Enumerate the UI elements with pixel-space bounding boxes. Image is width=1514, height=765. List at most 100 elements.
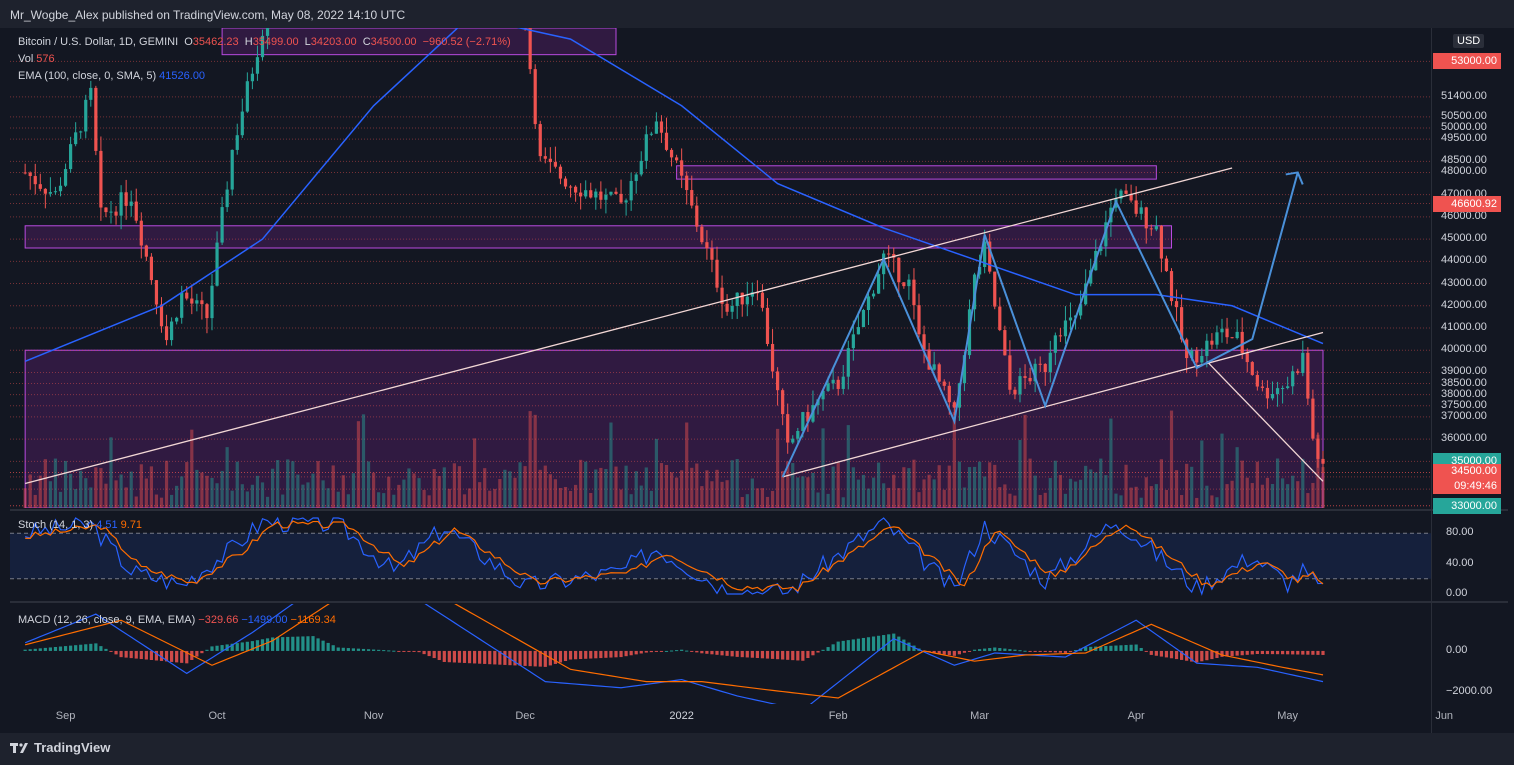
price-axis[interactable]	[1431, 28, 1509, 733]
candle-body	[215, 242, 219, 286]
volume-bar	[1230, 480, 1234, 508]
macd-hist-bar	[644, 650, 648, 653]
volume-bar	[139, 464, 143, 508]
candle-body	[1058, 335, 1062, 337]
volume-bar	[1215, 497, 1219, 508]
volume-bar	[680, 470, 684, 508]
macd-hist-bar	[1245, 650, 1249, 655]
volume-bar	[629, 494, 633, 508]
volume-bar	[1104, 475, 1108, 508]
volume-bar	[1240, 460, 1244, 508]
volume-bar	[38, 475, 42, 508]
macd-hist-bar	[523, 650, 527, 666]
macd-hist-bar	[786, 650, 790, 660]
volume-bar	[276, 460, 280, 508]
macd-hist-bar	[1265, 650, 1270, 655]
macd-hist-bar	[720, 650, 724, 656]
volume-bar	[377, 492, 381, 508]
macd-hist-bar	[99, 646, 103, 651]
volume-bar	[1180, 495, 1184, 508]
volume-bar	[1114, 493, 1118, 508]
low-value: 34203.00	[310, 36, 357, 48]
macd-hist-bar	[1180, 650, 1184, 660]
macd-hist-bar	[912, 645, 916, 651]
macd-hist-bar	[250, 641, 254, 651]
candle-body	[139, 220, 143, 246]
macd-hist-bar	[1124, 645, 1128, 651]
candle-body	[89, 87, 93, 100]
volume-bar	[1306, 493, 1310, 508]
macd-hist-bar	[286, 636, 290, 651]
macd-hist-bar	[1033, 650, 1037, 652]
macd-hist-bar	[654, 650, 658, 652]
macd-hist-bar	[558, 650, 563, 663]
candle-body	[1311, 398, 1315, 439]
volume-bar	[619, 489, 623, 508]
macd-hist-bar	[740, 650, 744, 658]
candle-body	[1048, 352, 1052, 373]
macd-hist-bar	[806, 650, 810, 659]
volume-bar	[69, 473, 73, 508]
volume-bar	[644, 467, 648, 508]
candle-body	[871, 293, 876, 297]
volume-bar	[1301, 458, 1305, 508]
candle-body	[271, 0, 274, 14]
macd-hist-bar	[962, 650, 967, 653]
macd-hist-bar	[1220, 650, 1224, 657]
volume-bar	[589, 493, 593, 508]
macd-hist-bar	[669, 650, 674, 652]
volume-bar	[988, 462, 992, 508]
candle-body	[190, 298, 194, 304]
macd-hist-bar	[533, 650, 537, 667]
volume-bar	[781, 471, 785, 508]
volume-bar	[412, 473, 416, 508]
stoch-k-line	[24, 516, 1324, 596]
volume-bar	[907, 468, 911, 508]
candle-body	[1235, 331, 1239, 339]
volume-bar	[720, 481, 724, 508]
macd-hist-bar	[1089, 646, 1093, 651]
macd-hist-bar	[579, 650, 583, 660]
volume-bar	[1159, 459, 1163, 508]
candle-body	[210, 285, 214, 319]
volume-bar	[927, 474, 931, 508]
volume-bar	[119, 474, 123, 508]
macd-hist-bar	[382, 650, 386, 652]
volume-bar	[1200, 440, 1204, 508]
volume-bar	[144, 478, 148, 508]
candle-body	[776, 371, 780, 391]
candle-body	[43, 188, 47, 194]
open-value: 35462.23	[192, 36, 239, 48]
candle-body	[543, 156, 547, 159]
volume-bar	[427, 495, 431, 508]
macd-hist-bar	[336, 647, 340, 651]
candle-body	[654, 121, 658, 134]
volume-bar	[816, 492, 820, 508]
volume-bar	[134, 496, 138, 508]
macd-hist-bar	[846, 640, 850, 651]
currency-badge[interactable]: USD	[1453, 34, 1485, 48]
volume-bar	[760, 488, 765, 508]
candle-body	[947, 385, 951, 403]
macd-hist-bar	[513, 650, 517, 666]
candle-body	[533, 69, 537, 125]
volume-bar	[1260, 484, 1264, 508]
chart-area[interactable]	[10, 28, 1431, 733]
volume-bar	[1316, 434, 1320, 508]
macd-hist-bar	[33, 648, 37, 651]
macd-hist-bar	[882, 635, 886, 651]
pattern-path	[781, 172, 1299, 478]
macd-tick: −2000.00	[1446, 684, 1493, 697]
macd-hist-bar	[210, 646, 214, 651]
candle-body	[1124, 190, 1128, 194]
time-tick: Dec	[515, 710, 535, 722]
macd-hist-bar	[235, 643, 239, 651]
volume-bar	[215, 483, 219, 508]
volume-bar	[1058, 474, 1062, 508]
macd-hist-bar	[28, 649, 32, 651]
volume-bar	[508, 471, 512, 508]
candle-body	[1245, 353, 1249, 363]
macd-hist-bar	[998, 648, 1002, 651]
macd-hist-bar	[1169, 650, 1174, 659]
candle-body	[710, 248, 714, 260]
